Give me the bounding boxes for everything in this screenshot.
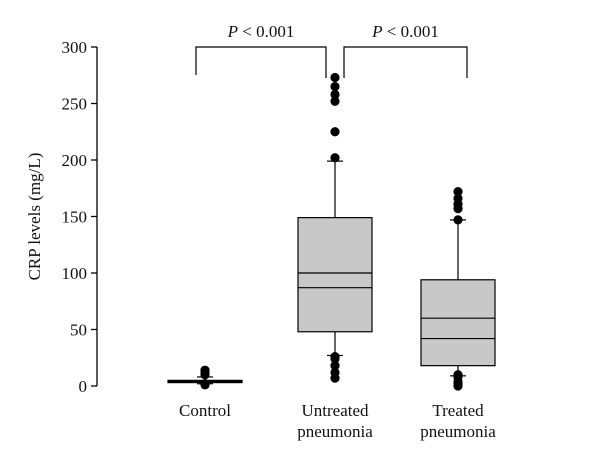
- p-value-label: P < 0.001: [227, 22, 295, 41]
- y-tick-label: 100: [62, 264, 88, 283]
- y-tick-label: 250: [62, 95, 88, 114]
- y-tick-label: 50: [70, 321, 87, 340]
- x-category-label: Treated: [432, 401, 484, 420]
- outlier-point: [330, 361, 340, 371]
- outlier-point: [453, 370, 463, 380]
- p-threshold: < 0.001: [238, 22, 294, 41]
- outlier-point: [330, 153, 340, 163]
- outlier-point: [453, 215, 463, 225]
- outlier-point: [200, 365, 210, 375]
- box-plot-series: [167, 72, 496, 391]
- p-symbol: P: [371, 22, 382, 41]
- significance-bracket: P < 0.001: [343, 22, 468, 78]
- outlier-point: [453, 193, 463, 204]
- y-tick-label: 0: [79, 377, 88, 396]
- y-tick-label: 200: [62, 151, 88, 170]
- box-group: [420, 187, 496, 391]
- significance-bracket: P < 0.001: [195, 22, 327, 78]
- y-tick-label: 300: [62, 38, 88, 57]
- y-axis-title: CRP levels (mg/L): [25, 153, 44, 281]
- outlier-point: [330, 127, 340, 137]
- box-iqr: [297, 217, 373, 333]
- p-symbol: P: [227, 22, 238, 41]
- x-category-label: Control: [179, 401, 231, 420]
- bracket-line: [195, 46, 327, 78]
- box-group: [167, 365, 243, 390]
- box-group: [297, 72, 373, 383]
- outlier-point: [330, 89, 340, 100]
- x-category-label: pneumonia: [297, 422, 373, 441]
- outlier-point: [330, 72, 340, 83]
- p-threshold: < 0.001: [383, 22, 439, 41]
- outlier-point: [200, 379, 210, 389]
- outlier-point: [453, 187, 463, 197]
- x-axis-category-labels: Control Untreated pneumonia Treated pneumoni…: [179, 401, 496, 441]
- x-category-label: pneumonia: [420, 422, 496, 441]
- y-tick-label: 150: [62, 208, 88, 227]
- y-axis: 0 50 100 150 200 250 300: [62, 38, 98, 396]
- significance-brackets: P < 0.001 P < 0.001: [195, 22, 468, 78]
- box-iqr: [420, 279, 496, 367]
- outlier-point: [330, 367, 340, 378]
- bracket-line: [343, 46, 468, 78]
- outlier-point: [330, 96, 340, 106]
- x-category-label: Untreated: [301, 401, 369, 420]
- outlier-point: [330, 81, 340, 92]
- outlier-point: [330, 352, 340, 362]
- p-value-label: P < 0.001: [371, 22, 439, 41]
